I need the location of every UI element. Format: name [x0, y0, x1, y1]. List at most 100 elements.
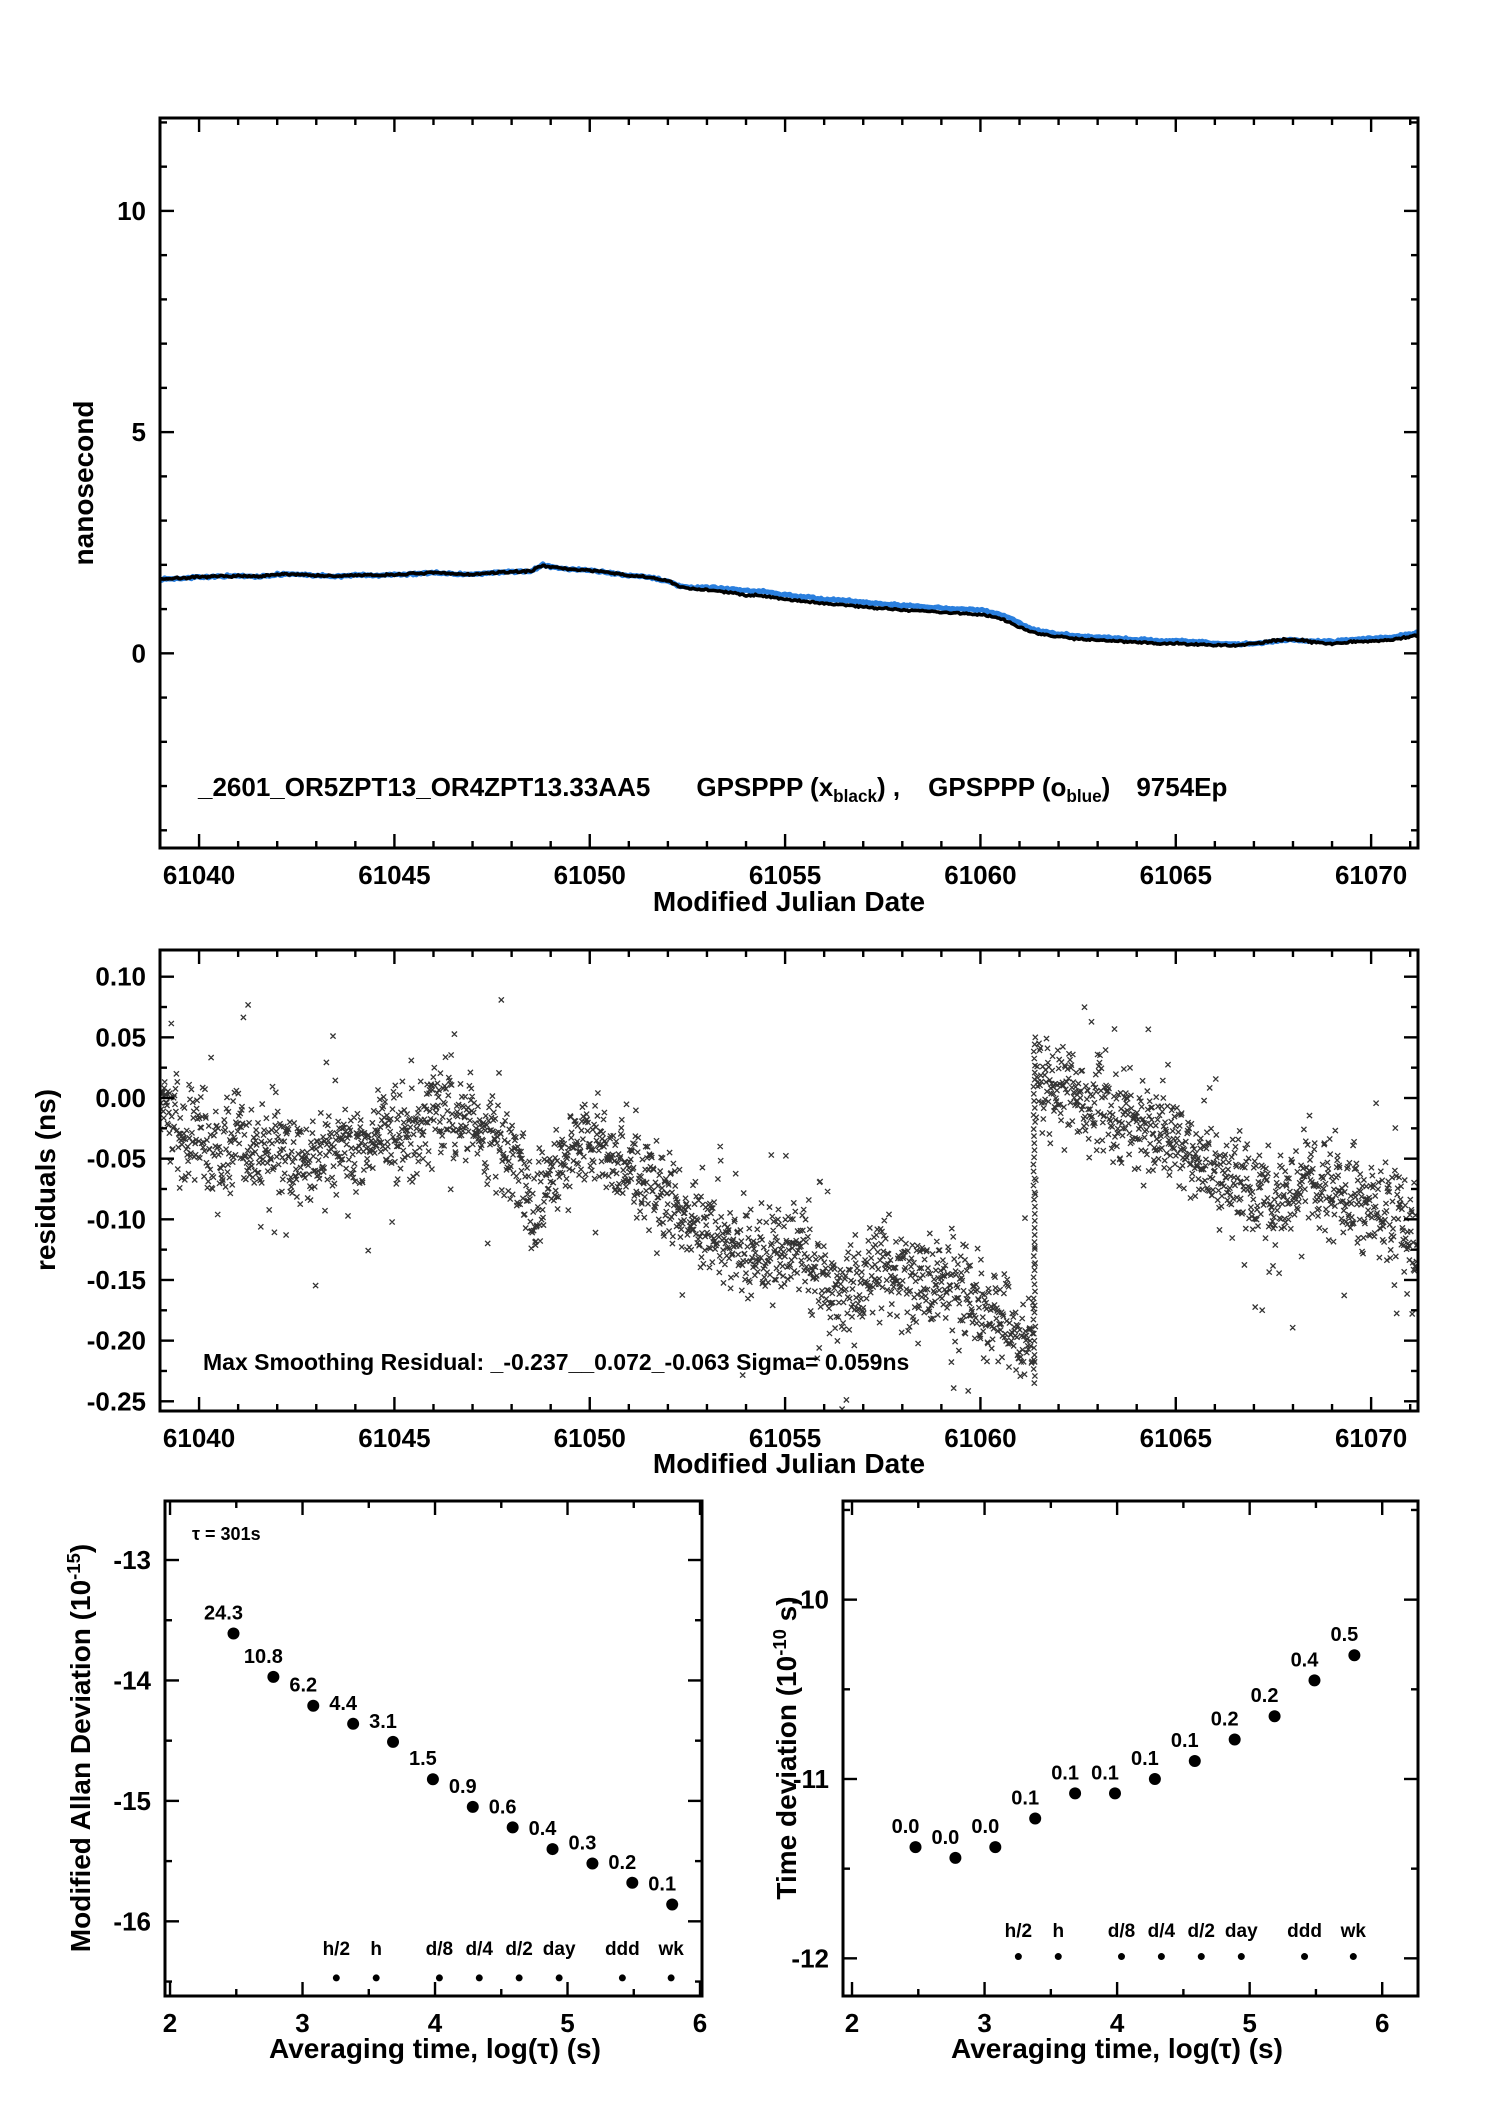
- svg-text:6: 6: [693, 2008, 707, 2038]
- svg-text:0.2: 0.2: [1211, 1709, 1239, 1731]
- svg-text:4: 4: [1110, 2008, 1125, 2038]
- svg-text:3.1: 3.1: [369, 1711, 397, 1733]
- mdev-chart-x-axis-label: Averaging time, log(τ) (s): [269, 2033, 601, 2064]
- series2-sub: blue: [1066, 786, 1102, 807]
- svg-text:0.05: 0.05: [95, 1022, 146, 1052]
- residuals-chart: 61040 61045 61050 61055 61060 61065 61070 0.10 0…: [87, 948, 1420, 1453]
- svg-text:0.1: 0.1: [1091, 1762, 1119, 1784]
- svg-text:-0.10: -0.10: [87, 1204, 146, 1234]
- svg-text:61040: 61040: [163, 1423, 235, 1453]
- dataset-id-label: _2601_OR5ZPT13_OR4ZPT13.33AA5: [198, 772, 651, 802]
- top-chart-series: [159, 561, 1419, 648]
- svg-text:0.2: 0.2: [1251, 1685, 1279, 1707]
- svg-text:0.6: 0.6: [489, 1796, 517, 1818]
- svg-text:61070: 61070: [1335, 860, 1407, 890]
- top-chart-y-axis-label: nanosecond: [68, 400, 99, 566]
- residuals-chart-x-axis-label: Modified Julian Date: [652, 1448, 926, 1479]
- svg-text:0.10: 0.10: [95, 962, 146, 992]
- svg-text:10.8: 10.8: [244, 1646, 283, 1668]
- series2-label: GPSPPP (o: [928, 772, 1067, 802]
- svg-text:0.0: 0.0: [892, 1816, 920, 1838]
- svg-text:61065: 61065: [1140, 860, 1212, 890]
- svg-text:-0.05: -0.05: [87, 1144, 146, 1174]
- mdev-chart-y-axis-label: Modified Allan Deviation (10-15): [63, 1544, 97, 1952]
- mdev-chart-series: 24.310.8 6.2 4.4 3.1 1.5 0.9 0.6 0.4 0.3 0.2 0.1 h/…: [204, 1602, 684, 1982]
- tdev-y-label-end: s): [771, 1596, 803, 1630]
- svg-text:wk: wk: [657, 1939, 684, 1960]
- svg-text:wk: wk: [1340, 1921, 1367, 1942]
- svg-text:-10: -10: [791, 1585, 829, 1615]
- svg-text:2: 2: [163, 2008, 177, 2038]
- mdev-y-label-end: ): [65, 1543, 97, 1554]
- svg-text:0.1: 0.1: [1171, 1730, 1199, 1752]
- tdev-y-label-exponent: -10: [768, 1629, 790, 1656]
- svg-text:3: 3: [295, 2008, 309, 2038]
- svg-text:5: 5: [560, 2008, 574, 2038]
- svg-text:day: day: [1225, 1921, 1258, 1942]
- svg-text:6.2: 6.2: [289, 1675, 317, 1697]
- svg-text:-13: -13: [113, 1545, 151, 1575]
- svg-text:61060: 61060: [944, 860, 1016, 890]
- top-chart-annotation: _2601_OR5ZPT13_OR4ZPT13.33AA5 GPSPPP (xbl…: [198, 772, 1227, 807]
- mdev-y-label-main: Modified Allan Deviation (10: [65, 1579, 97, 1953]
- svg-text:61050: 61050: [554, 860, 626, 890]
- svg-text:d/2: d/2: [505, 1939, 532, 1960]
- svg-text:-0.20: -0.20: [87, 1326, 146, 1356]
- series1-sub: black: [833, 786, 878, 807]
- svg-text:-14: -14: [113, 1665, 151, 1695]
- tdev-chart-series: 0.0 0.0 0.0 0.1 0.1 0.1 0.1 0.1 0.2 0.2 0.4 0.5 h/2 h…: [892, 1624, 1367, 1961]
- svg-text:0.4: 0.4: [529, 1818, 558, 1840]
- svg-text:1.5: 1.5: [409, 1748, 437, 1770]
- svg-text:5: 5: [1242, 2008, 1256, 2038]
- mdev-y-label-exponent: -15: [62, 1553, 84, 1580]
- tau-annotation: τ = 301s: [192, 1524, 261, 1544]
- svg-text:61060: 61060: [944, 1423, 1016, 1453]
- tdev-chart-y-axis-label: Time deviation (10-10 s): [769, 1596, 803, 1899]
- svg-text:3: 3: [977, 2008, 991, 2038]
- svg-text:d/4: d/4: [1148, 1921, 1176, 1942]
- svg-text:2: 2: [845, 2008, 859, 2038]
- svg-text:0: 0: [132, 638, 146, 668]
- top-chart-x-axis-label: Modified Julian Date: [652, 886, 926, 917]
- top-chart: 61040 61045 61050 61055 61060 61065 61070 0 5 10: [117, 116, 1420, 890]
- svg-text:-12: -12: [791, 1943, 829, 1973]
- svg-text:h: h: [370, 1939, 382, 1960]
- svg-text:61045: 61045: [358, 1423, 430, 1453]
- svg-text:61055: 61055: [749, 860, 821, 890]
- svg-text:61050: 61050: [554, 1423, 626, 1453]
- svg-text:h/2: h/2: [1005, 1921, 1032, 1942]
- svg-text:-0.25: -0.25: [87, 1386, 146, 1416]
- svg-text:d/8: d/8: [1108, 1921, 1135, 1942]
- tdev-chart-x-axis-label: Averaging time, log(τ) (s): [951, 2033, 1283, 2064]
- residuals-annotation: Max Smoothing Residual: _-0.237__0.072_-…: [203, 1349, 910, 1375]
- svg-text:5: 5: [132, 417, 146, 447]
- svg-text:-11: -11: [793, 1764, 829, 1794]
- svg-text:61065: 61065: [1140, 1423, 1212, 1453]
- series1-suffix: ) ,: [877, 772, 901, 802]
- svg-text:4.4: 4.4: [329, 1693, 358, 1715]
- svg-text:-15: -15: [113, 1786, 151, 1816]
- residuals-chart-y-axis-label: residuals (ns): [30, 1088, 61, 1272]
- series2-suffix: ): [1101, 772, 1111, 802]
- svg-text:0.3: 0.3: [569, 1833, 597, 1855]
- svg-text:61040: 61040: [163, 860, 235, 890]
- svg-text:0.2: 0.2: [608, 1852, 636, 1874]
- svg-text:6: 6: [1375, 2008, 1389, 2038]
- tdev-chart: 0.0 0.0 0.0 0.1 0.1 0.1 0.1 0.1 0.2 0.2 0.4 0.5 h/2 h…: [791, 1499, 1420, 2038]
- svg-text:24.3: 24.3: [204, 1602, 243, 1624]
- tdev-y-label-main: Time deviation (10: [771, 1655, 803, 1900]
- svg-text:61070: 61070: [1335, 1423, 1407, 1453]
- series1-label: GPSPPP (x: [696, 772, 834, 802]
- svg-text:10: 10: [117, 196, 146, 226]
- svg-text:ddd: ddd: [1287, 1921, 1322, 1942]
- svg-text:ddd: ddd: [605, 1939, 640, 1960]
- svg-text:0.1: 0.1: [1011, 1787, 1039, 1809]
- svg-text:0.4: 0.4: [1291, 1649, 1320, 1671]
- svg-text:d/8: d/8: [426, 1939, 453, 1960]
- svg-text:0.00: 0.00: [95, 1083, 146, 1113]
- svg-text:0.5: 0.5: [1330, 1624, 1358, 1646]
- svg-text:0.9: 0.9: [449, 1776, 477, 1798]
- svg-text:61055: 61055: [749, 1423, 821, 1453]
